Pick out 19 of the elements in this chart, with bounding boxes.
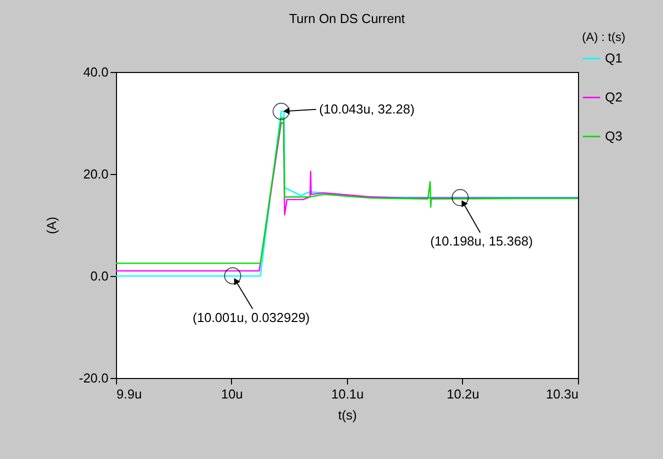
y-tick-label: 40.0 <box>83 64 108 80</box>
legend-label: Q1 <box>605 50 622 66</box>
y-tick-label: 0.0 <box>90 268 108 284</box>
annotation: (10.001u, 0.032929) <box>192 310 310 325</box>
legend-title: (A) : t(s) <box>582 30 626 44</box>
x-tick-label: 10.3u <box>546 386 578 402</box>
annotation: (10.198u, 15.368) <box>430 234 533 249</box>
y-tick-label: 20.0 <box>83 166 108 182</box>
x-tick-label: 10.1u <box>331 386 364 402</box>
x-tick-label: 10.2u <box>446 386 480 402</box>
chart-title: Turn On DS Current <box>289 11 406 26</box>
legend-label: Q2 <box>605 90 622 104</box>
y-tick-label: -20.0 <box>78 370 108 386</box>
legend-label: Q3 <box>605 128 622 144</box>
x-axis-title: t(s) <box>338 408 357 422</box>
annotation: (10.043u, 32.28) <box>319 101 415 116</box>
x-tick-label: 10u <box>221 386 243 402</box>
y-axis-title: (A) <box>44 216 59 234</box>
x-tick-label: 9.9u <box>116 386 142 402</box>
